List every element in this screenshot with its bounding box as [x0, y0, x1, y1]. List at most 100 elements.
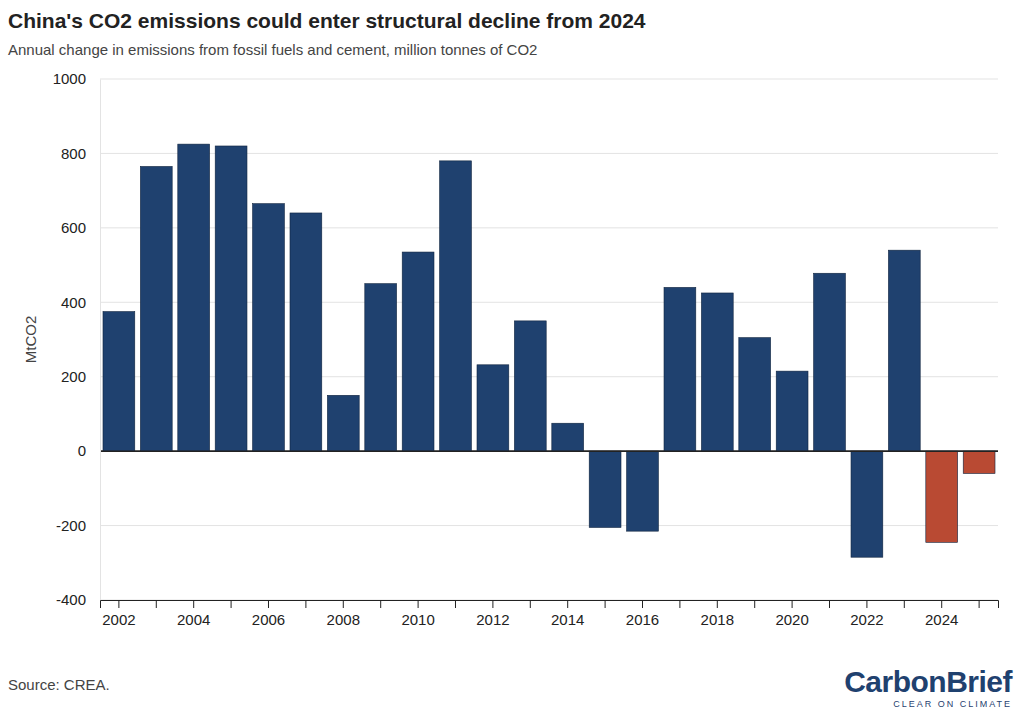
x-tick: [231, 600, 232, 608]
y-tick: -400: [56, 591, 100, 608]
x-tick-mark: [455, 600, 456, 608]
x-tick-label: 2022: [850, 611, 883, 628]
x-tick-mark: [754, 600, 755, 608]
bar: [888, 250, 920, 451]
y-tick-label: 0: [78, 442, 86, 459]
grid: [100, 79, 998, 600]
x-tick-mark: [530, 600, 531, 608]
x-tick: 2012: [476, 600, 509, 628]
x-axis-line: [101, 601, 999, 609]
x-tick-mark: [567, 600, 568, 608]
bar: [552, 423, 584, 451]
bar: [327, 395, 359, 451]
x-tick-label: 2004: [177, 611, 210, 628]
x-tick-label: 2006: [252, 611, 285, 628]
brand: CarbonBrief: [844, 665, 1013, 698]
x-tick-mark: [679, 600, 680, 608]
y-axis-line: [100, 80, 101, 601]
x-tick: [829, 600, 830, 608]
x-tick-label: 2008: [327, 611, 360, 628]
x-tick: [979, 600, 980, 608]
x-tick: [305, 600, 306, 608]
y-tick: 800: [61, 145, 100, 162]
y-tick-label: 1000: [53, 70, 86, 87]
x-tick: 2020: [775, 600, 808, 628]
bar: [290, 213, 322, 451]
y-tick-label: 800: [61, 145, 86, 162]
bars: [103, 144, 995, 557]
x-tick-label: 2024: [925, 611, 958, 628]
x-tick-mark: [642, 600, 643, 608]
y-tick: -200: [56, 517, 100, 534]
x-tick-label: 2002: [102, 611, 135, 628]
x-tick-mark: [829, 600, 830, 608]
bar: [814, 273, 846, 451]
x-tick-label: 2016: [626, 611, 659, 628]
zero-line: [100, 450, 998, 452]
x-tick: [380, 600, 381, 608]
bar: [627, 451, 659, 531]
x-tick-mark: [118, 600, 119, 608]
bar: [178, 144, 210, 451]
x-tick-mark: [492, 600, 493, 608]
x-tick: [605, 600, 606, 608]
x-tick: 2004: [177, 600, 210, 628]
bar: [253, 204, 285, 451]
y-tick-label: 400: [61, 294, 86, 311]
x-tick-mark: [156, 600, 157, 608]
x-tick: 2002: [102, 600, 135, 628]
bar: [776, 371, 808, 451]
y-tick: 0: [78, 442, 100, 459]
grid-line: [100, 79, 998, 80]
bar: [701, 293, 733, 451]
bar: [365, 284, 397, 451]
zero-line: [100, 450, 998, 452]
x-tick: 2014: [551, 600, 584, 628]
x-tick-mark: [305, 600, 306, 608]
bar: [963, 451, 995, 473]
y-tick: 600: [61, 219, 100, 236]
x-tick: 2008: [327, 600, 360, 628]
x-tick-label: 2012: [476, 611, 509, 628]
bar: [514, 321, 546, 451]
y-tick-label: 200: [61, 368, 86, 385]
x-tick-mark: [193, 600, 194, 608]
x-axis: 2002 2004 2006 2008 2010 2012 2014 2016 2018 2020…: [101, 600, 999, 628]
y-tick: 200: [61, 368, 100, 385]
subtitle: Annual change in emissions from fossil f…: [8, 41, 537, 58]
x-tick: 2018: [701, 600, 734, 628]
x-tick-label: 2014: [551, 611, 584, 628]
x-tick-mark: [979, 600, 980, 608]
y-tick-label: -400: [56, 591, 86, 608]
x-tick: [156, 600, 157, 608]
bar: [739, 338, 771, 452]
x-tick-mark: [941, 600, 942, 608]
bar: [664, 287, 696, 451]
x-tick-label: 2018: [701, 611, 734, 628]
x-tick-mark: [343, 600, 344, 608]
x-tick-mark: [268, 600, 269, 608]
x-tick-mark: [904, 600, 905, 608]
x-tick-label: 2010: [401, 611, 434, 628]
bar: [589, 451, 621, 527]
bar: [477, 365, 509, 451]
x-tick-mark: [605, 600, 606, 608]
x-tick: [904, 600, 905, 608]
x-tick: [530, 600, 531, 608]
x-tick: [679, 600, 680, 608]
x-tick: 2006: [252, 600, 285, 628]
x-tick: [455, 600, 456, 608]
x-tick: [754, 600, 755, 608]
y-tick: 1000: [53, 70, 100, 87]
x-tick: 2010: [401, 600, 434, 628]
y-axis-title: MtCO2: [22, 316, 39, 364]
y-tick: 400: [61, 294, 100, 311]
y-tick-label: -200: [56, 517, 86, 534]
y-tick-label: 600: [61, 219, 86, 236]
bar: [440, 161, 472, 451]
bar: [851, 451, 883, 557]
bar: [103, 312, 135, 452]
title: China's CO2 emissions could enter struct…: [8, 9, 646, 32]
x-tick: 2016: [626, 600, 659, 628]
x-tick-mark: [380, 600, 381, 608]
